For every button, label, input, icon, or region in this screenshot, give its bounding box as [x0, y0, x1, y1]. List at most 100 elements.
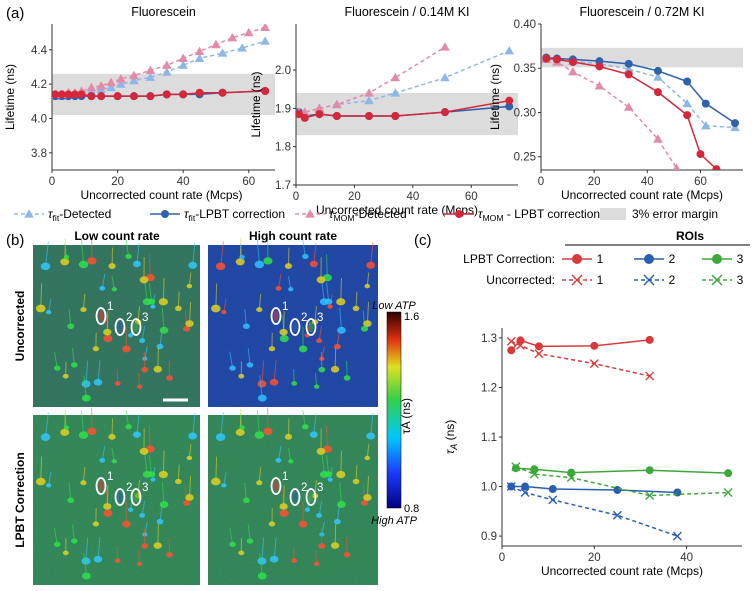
x-tick-label: 60 — [242, 176, 255, 188]
roi-number: 2 — [126, 312, 132, 324]
cell-body — [366, 261, 376, 269]
roi-fill-2 — [292, 321, 298, 333]
cell-body — [304, 507, 311, 512]
legend-item-label-main: τ — [329, 207, 335, 221]
data-point — [129, 75, 139, 85]
cell-process — [177, 291, 180, 309]
legend-item-label-main: τ — [184, 207, 190, 221]
data-point — [390, 72, 401, 82]
cell-process — [68, 308, 72, 327]
cell-body — [139, 447, 149, 455]
data-point — [145, 72, 156, 81]
cell-body — [103, 328, 112, 336]
row-label-uncorrected: Uncorrected — [13, 291, 27, 362]
roi-number: 3 — [142, 482, 148, 494]
colorbar: Low ATP High ATP 1.6 0.8 τA (ns) — [371, 300, 419, 527]
cell-process — [64, 243, 68, 258]
data-point — [700, 120, 711, 130]
data-point — [552, 55, 561, 64]
cell-process — [366, 475, 370, 498]
roi-markers: 12 312 312 312 3 — [95, 301, 323, 506]
cell-process — [125, 410, 130, 427]
legend-c-marker-b — [643, 274, 655, 286]
cell-process — [188, 272, 192, 287]
colorbar-max: 1.6 — [404, 311, 419, 323]
cell-process — [302, 240, 306, 257]
data-point — [534, 349, 544, 359]
cell-body — [150, 304, 156, 309]
y-axis-label-unit: (ns) — [443, 420, 457, 444]
cell-process — [82, 467, 86, 483]
cell-process — [101, 273, 106, 289]
legend-item-label: τfit-Detected — [48, 207, 111, 223]
cell-body — [127, 333, 134, 338]
cell-body — [327, 477, 333, 482]
cell-process — [334, 524, 337, 546]
panel-label-a: (a) — [6, 5, 24, 22]
data-point — [129, 70, 139, 80]
data-point — [568, 66, 578, 76]
cell-process — [45, 241, 49, 267]
roi-ellipse-3 — [305, 318, 317, 336]
legend-item-label-suffix: -LPBT correction — [195, 207, 285, 221]
data-point-b — [672, 531, 682, 541]
roi-ellipse-1 — [95, 307, 107, 325]
cell-process — [320, 528, 323, 547]
cell-process — [72, 348, 75, 365]
column-header-high: High count rate — [249, 229, 337, 243]
cell-process — [370, 242, 374, 266]
roi-fill-3 — [133, 321, 139, 333]
cell-process — [141, 325, 146, 341]
data-point — [624, 59, 633, 68]
y-axis-label: Lifetime (ns) — [488, 64, 502, 130]
legend-marker — [161, 210, 169, 218]
y-tick-label: 0.30 — [514, 107, 536, 119]
data-point — [594, 81, 605, 90]
cell-process — [366, 444, 370, 459]
error-band — [296, 93, 518, 136]
x-tick-label: 20 — [588, 176, 601, 188]
legend-panel-a: τfit-Detected τfit-LPBT correction τMOM-De… — [14, 207, 718, 223]
data-point — [566, 473, 576, 483]
data-point — [683, 111, 692, 120]
cell-process — [111, 448, 115, 462]
cell-process — [101, 445, 106, 461]
cell-process — [116, 546, 119, 561]
data-point — [194, 53, 205, 62]
data-point — [645, 371, 655, 381]
cell-body — [99, 285, 106, 291]
cell-process — [48, 298, 52, 313]
data-point — [645, 466, 654, 475]
cell-process — [293, 369, 295, 384]
data-point — [218, 88, 227, 97]
cell-body — [327, 304, 333, 309]
cell-process — [287, 247, 290, 267]
cell-body — [316, 276, 326, 284]
panel-label-b: (b) — [6, 232, 24, 249]
cell-process — [48, 472, 52, 486]
colorbar-bottom-note: High ATP — [371, 515, 418, 527]
data-point — [332, 99, 342, 109]
cell-process — [85, 537, 89, 562]
cell-process — [314, 550, 318, 564]
legend-band-swatch — [600, 208, 626, 220]
data-point — [64, 90, 73, 99]
cell-process — [362, 484, 366, 504]
y-tick-label: 0.25 — [514, 152, 536, 164]
data-point — [507, 346, 516, 355]
cell-process — [313, 413, 317, 435]
cell-body — [210, 477, 221, 486]
cell-process — [111, 418, 114, 437]
cell-process — [240, 243, 243, 258]
cell-process — [162, 450, 165, 475]
data-point — [116, 79, 126, 88]
data-point — [440, 42, 450, 51]
data-point — [106, 82, 116, 92]
data-point — [505, 102, 514, 111]
data-point — [194, 46, 205, 56]
roi-fill-3 — [308, 491, 314, 503]
cell-process — [321, 346, 325, 359]
data-point — [96, 81, 106, 90]
series-line-3 — [511, 485, 678, 494]
